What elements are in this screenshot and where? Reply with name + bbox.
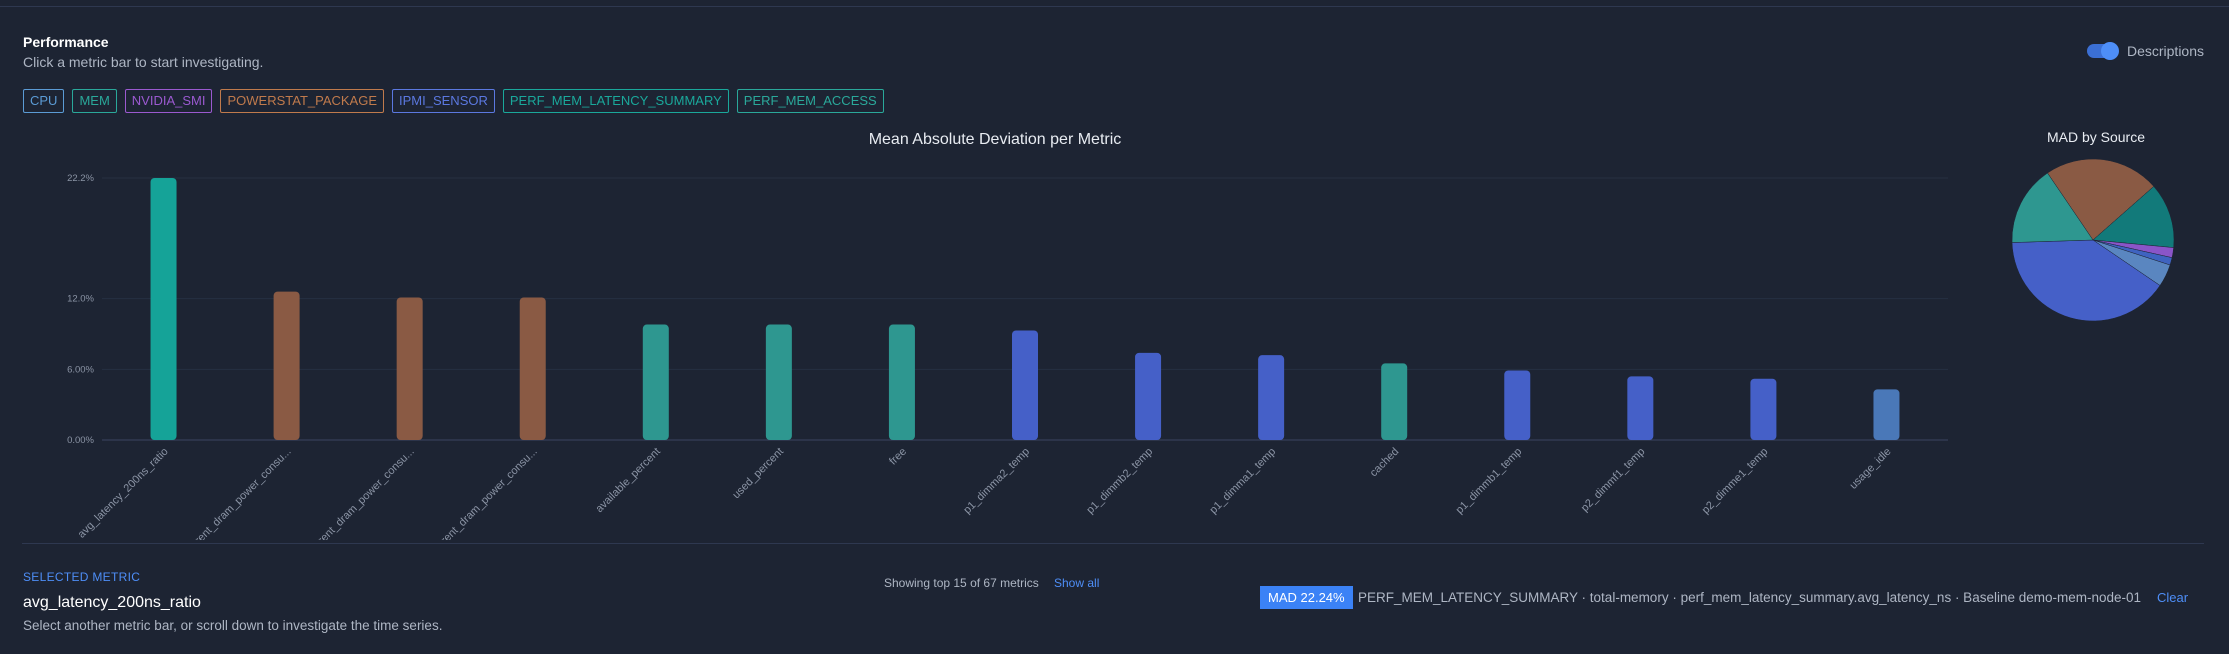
source-tag-cpu[interactable]: CPU bbox=[23, 89, 65, 113]
clear-selection-link[interactable]: Clear bbox=[2157, 590, 2189, 605]
source-tag-powerstat-package[interactable]: POWERSTAT_PACKAGE bbox=[220, 89, 385, 113]
x-tick-label: cached bbox=[1368, 446, 1402, 480]
toggle-knob bbox=[2100, 42, 2119, 60]
x-tick-label: p2_dimmf1_temp bbox=[1579, 446, 1648, 515]
x-tick-label: used_percent bbox=[730, 446, 786, 502]
y-tick-label: 0.00% bbox=[67, 435, 94, 446]
x-tick-label: current_dram_power_consu... bbox=[428, 446, 540, 540]
x-tick-label: p2_dimme1_temp bbox=[1700, 446, 1771, 517]
metric-bar[interactable] bbox=[1258, 355, 1285, 440]
metric-bar[interactable] bbox=[1504, 370, 1531, 440]
mad-bar-chart: 0.00% 6.00% 12.0% 22.2% avg_latency_200ns_ra… bbox=[67, 173, 1948, 540]
mad-badge: MAD 22.24% bbox=[1260, 586, 1353, 609]
metric-bar[interactable] bbox=[519, 297, 546, 440]
metric-bar[interactable] bbox=[1750, 378, 1777, 440]
metric-bar[interactable] bbox=[1381, 363, 1408, 440]
metric-bar[interactable] bbox=[642, 324, 669, 440]
source-tag-mem[interactable]: MEM bbox=[72, 89, 117, 113]
y-tick-label: 6.00% bbox=[67, 364, 94, 375]
show-all-link[interactable]: Show all bbox=[1054, 576, 1100, 590]
y-tick-label: 22.2% bbox=[67, 173, 94, 184]
x-tick-label: current_dram_power_consu... bbox=[182, 446, 294, 540]
metric-bar[interactable] bbox=[150, 178, 177, 440]
metric-bar[interactable] bbox=[888, 324, 915, 440]
pie-slice[interactable] bbox=[2011, 239, 2161, 322]
bar-chart-title: Mean Absolute Deviation per Metric bbox=[868, 131, 1122, 148]
y-tick-label: 12.0% bbox=[67, 294, 94, 305]
metric-bar[interactable] bbox=[1012, 330, 1038, 440]
x-tick-label: p1_dimma2_temp bbox=[961, 446, 1032, 517]
x-tick-label: avg_latency_200ns_ratio bbox=[76, 446, 171, 540]
metric-bar[interactable] bbox=[273, 291, 300, 440]
section-divider bbox=[22, 543, 2204, 544]
metric-bar[interactable] bbox=[1873, 389, 1900, 440]
selected-metric-hint: Select another metric bar, or scroll dow… bbox=[23, 618, 443, 633]
x-tick-label: free bbox=[887, 446, 909, 468]
pie-chart-title: MAD by Source bbox=[2046, 129, 2146, 145]
pie-slice[interactable] bbox=[2011, 172, 2094, 243]
mad-by-source-pie bbox=[2011, 158, 2175, 322]
panel-subtitle: Click a metric bar to start investigatin… bbox=[23, 54, 264, 70]
selected-metric-name: avg_latency_200ns_ratio bbox=[23, 594, 201, 611]
descriptions-toggle[interactable] bbox=[2086, 42, 2119, 60]
descriptions-toggle-group: Descriptions bbox=[2086, 42, 2204, 60]
metric-bar[interactable] bbox=[765, 324, 792, 440]
metric-bar[interactable] bbox=[1135, 352, 1162, 440]
panel-title: Performance bbox=[23, 34, 109, 50]
source-tag-nvidia-smi[interactable]: NVIDIA_SMI bbox=[124, 89, 213, 113]
source-tag-perf-mem-access[interactable]: PERF_MEM_ACCESS bbox=[736, 89, 884, 113]
selected-metric-description: PERF_MEM_LATENCY_SUMMARY · total-memory … bbox=[1358, 590, 2142, 605]
x-tick-label: p1_dimma1_temp bbox=[1207, 446, 1278, 517]
metric-bar[interactable] bbox=[1627, 376, 1654, 440]
source-filter-tags: CPU MEM NVIDIA_SMI POWERSTAT_PACKAGE IPMI_SE… bbox=[23, 89, 884, 113]
x-tick-label: current_dram_power_consu... bbox=[305, 446, 417, 540]
x-tick-label: usage_idle bbox=[1847, 446, 1893, 492]
descriptions-label: Descriptions bbox=[2126, 43, 2204, 59]
x-tick-label: available_percent bbox=[593, 446, 662, 515]
selected-metric-label: SELECTED METRIC bbox=[23, 570, 141, 584]
source-tag-perf-mem-latency-summary[interactable]: PERF_MEM_LATENCY_SUMMARY bbox=[502, 89, 729, 113]
showing-count: Showing top 15 of 67 metrics bbox=[884, 576, 1039, 590]
metric-bar[interactable] bbox=[396, 297, 423, 440]
source-tag-ipmi-sensor[interactable]: IPMI_SENSOR bbox=[392, 89, 495, 113]
top-divider bbox=[0, 6, 2229, 7]
pie-slice[interactable] bbox=[2047, 158, 2155, 241]
x-tick-label: p1_dimmb1_temp bbox=[1454, 446, 1525, 517]
x-tick-label: p1_dimmb2_temp bbox=[1084, 446, 1155, 517]
pie-slice[interactable] bbox=[2092, 186, 2175, 248]
